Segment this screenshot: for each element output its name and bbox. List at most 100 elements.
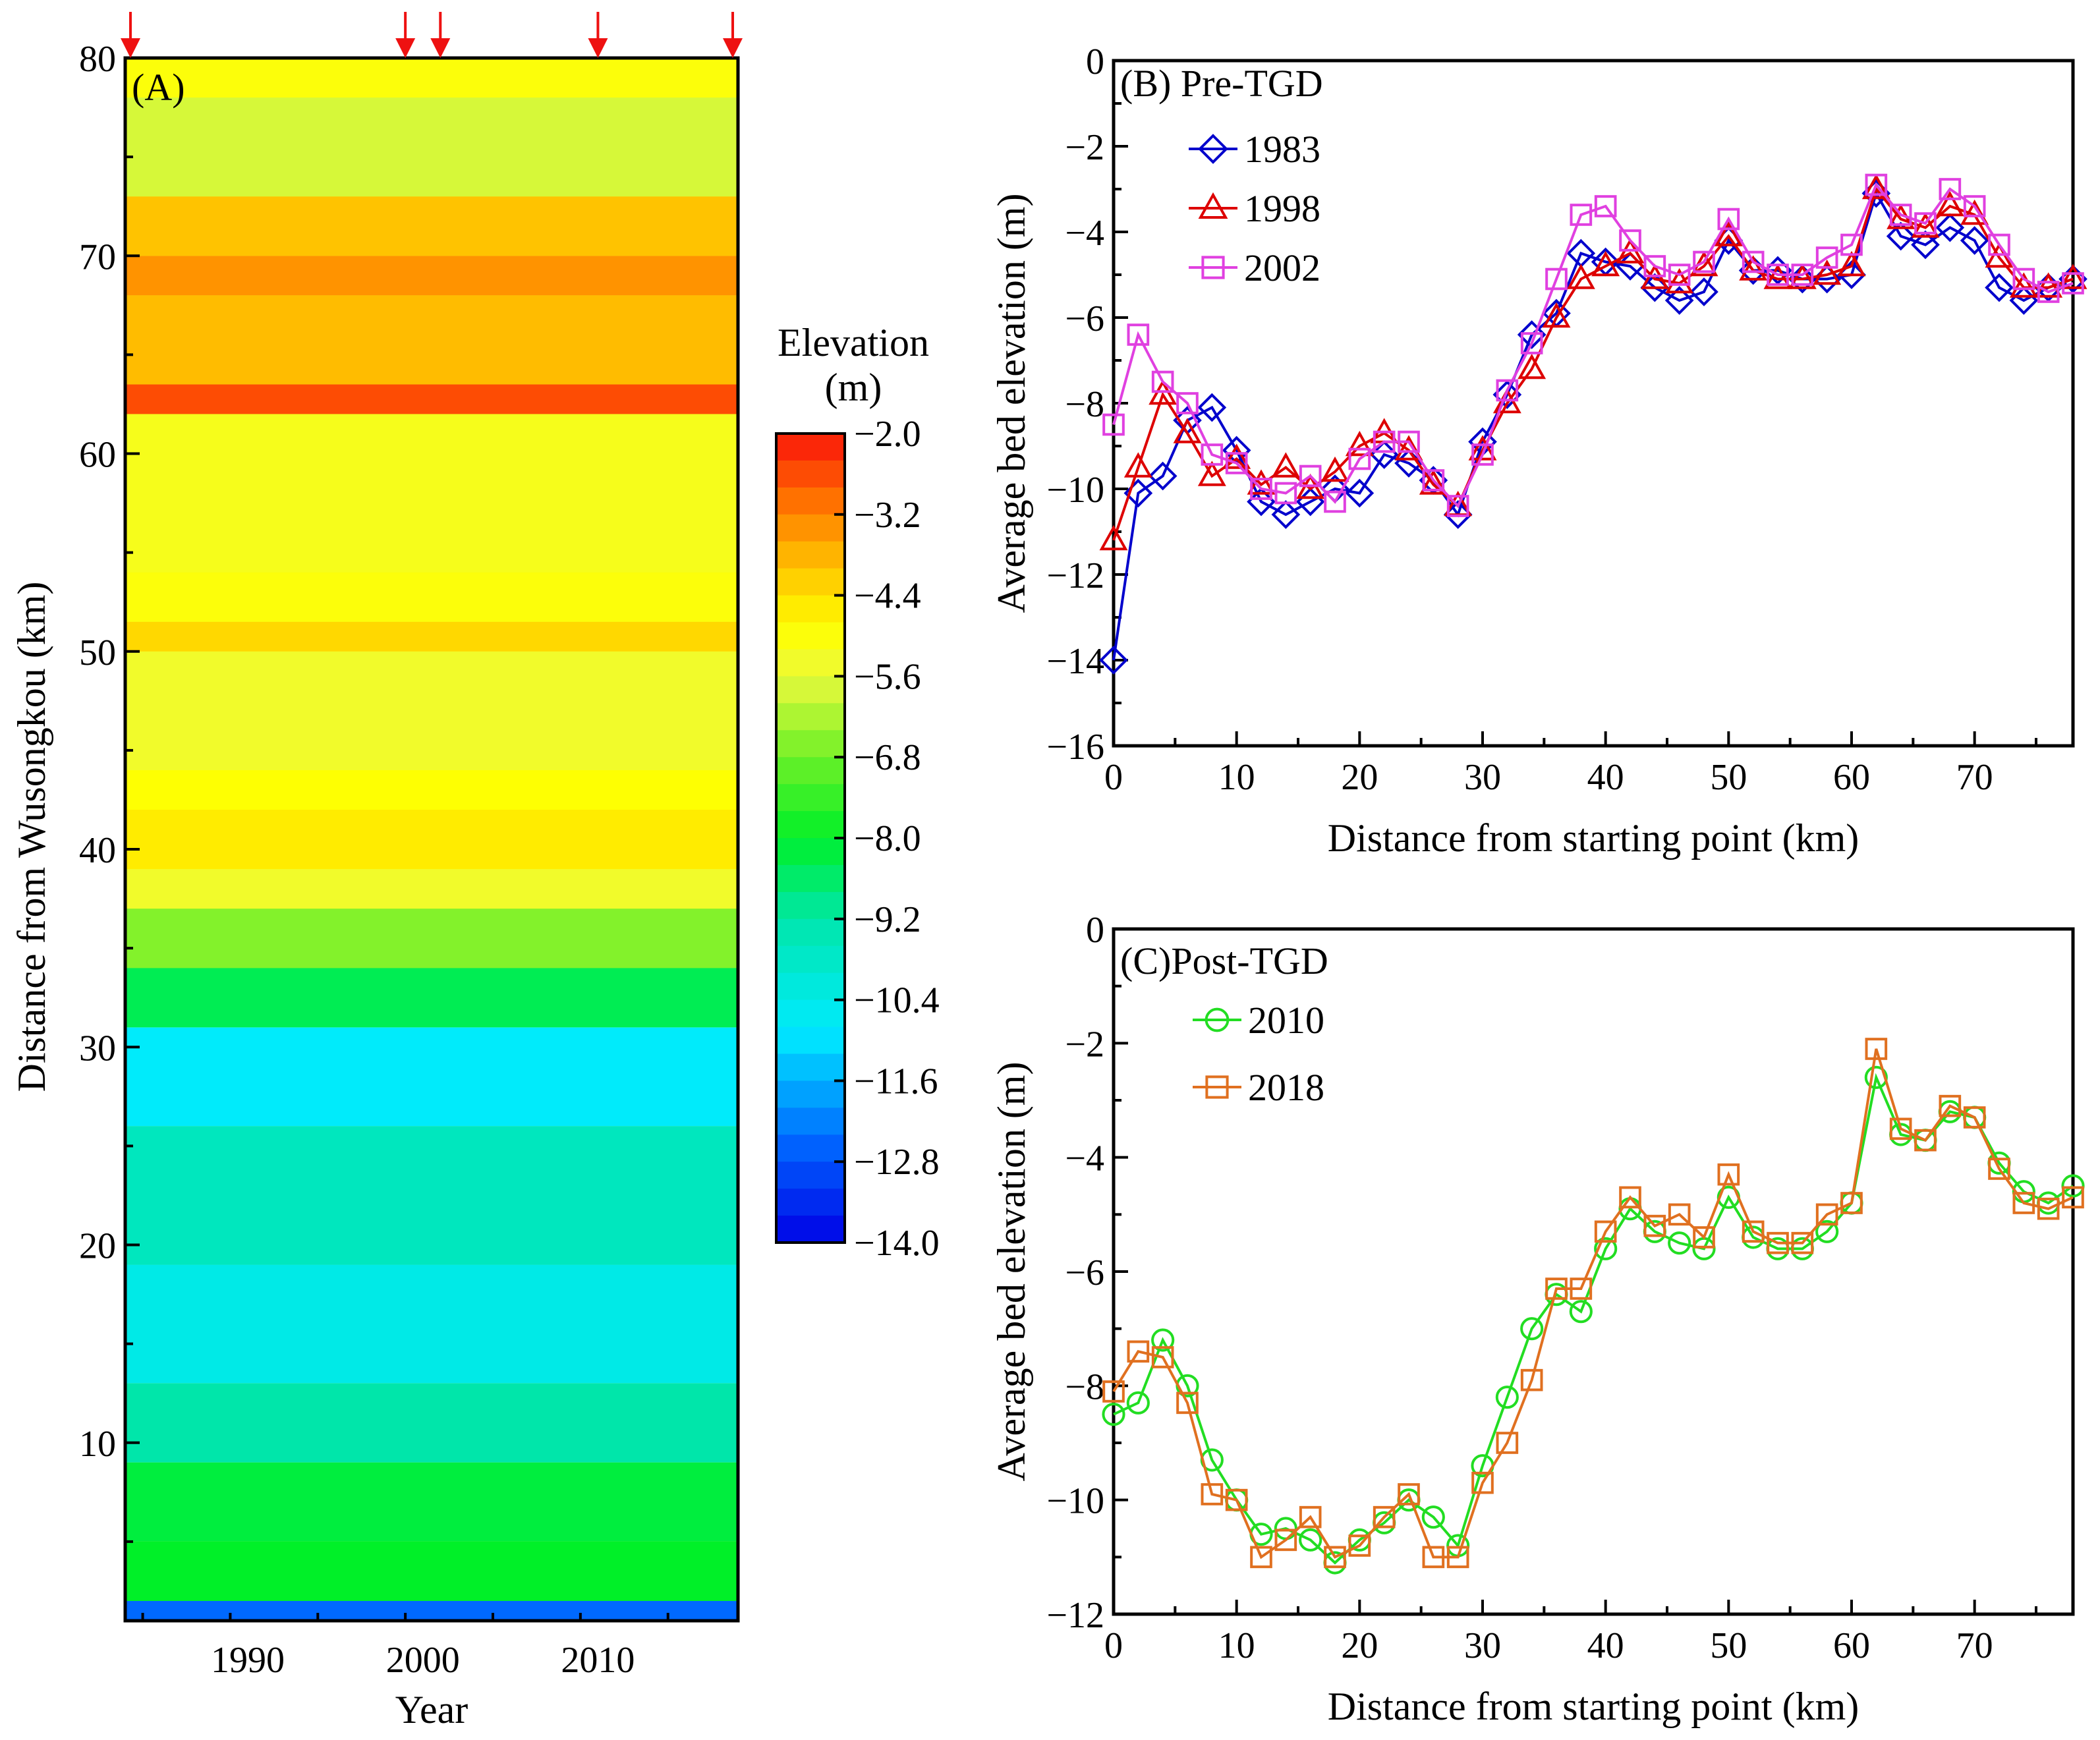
colorbar-tick-label: −12.8 (854, 1142, 940, 1183)
data-point (2034, 272, 2063, 298)
data-point (2012, 267, 2035, 291)
x-tick-label: 40 (1587, 1625, 1624, 1666)
y-tick-label: −16 (1046, 727, 1104, 768)
panel-a-ylabel: Distance from Wusongkou (km) (10, 582, 53, 1092)
heatmap-band (125, 98, 738, 197)
x-tick-label: 2010 (561, 1640, 635, 1681)
heatmap-band (125, 869, 738, 909)
data-point (1520, 1317, 1544, 1341)
data-point (1250, 1546, 1272, 1569)
data-point (1222, 443, 1251, 469)
y-tick-label: −4 (1065, 1138, 1104, 1179)
data-point (1767, 1231, 1789, 1254)
series-2018 (1102, 1038, 2084, 1569)
data-point (1717, 208, 1740, 231)
data-point (1643, 1214, 1666, 1237)
data-point (1421, 1505, 1445, 1529)
data-point (1274, 1529, 1297, 1552)
data-point (1717, 1163, 1740, 1186)
data-point (1619, 1186, 1641, 1209)
x-tick-label: 60 (1833, 757, 1870, 798)
data-point (1348, 447, 1371, 470)
data-point (1911, 212, 1940, 238)
data-point (1274, 482, 1297, 505)
data-point (1643, 255, 1666, 277)
data-point (1889, 1117, 1912, 1140)
y-tick-label: 80 (79, 39, 116, 80)
colorbar-swatch (776, 1216, 845, 1243)
data-point (1201, 443, 1224, 466)
data-point (1788, 264, 1817, 289)
y-tick-label: 50 (79, 632, 116, 673)
legend-label: 1983 (1244, 128, 1320, 171)
survey-arrow-head (121, 38, 140, 58)
survey-year-arrows (121, 12, 743, 58)
y-tick-label: 0 (1086, 910, 1104, 951)
x-tick-label: 2000 (386, 1640, 460, 1681)
data-point (1373, 430, 1396, 453)
data-point (1520, 1368, 1543, 1391)
x-tick-label: 0 (1104, 1625, 1123, 1666)
data-point (2037, 281, 2060, 303)
data-point (1988, 233, 2010, 256)
colorbar-swatch (776, 757, 845, 785)
data-point (1889, 204, 1912, 226)
panel-b-title: (B) Pre-TGD (1120, 62, 1323, 105)
data-point (1911, 230, 1940, 260)
x-tick-label: 30 (1464, 757, 1501, 798)
colorbar-swatch (776, 514, 845, 542)
series-2002 (1102, 173, 2084, 517)
legend-entry-1983: 1983 (1189, 128, 1320, 171)
data-point (1205, 1007, 1230, 1032)
data-point (1148, 461, 1178, 491)
data-point (1960, 199, 1989, 225)
colorbar-swatch (776, 811, 845, 839)
data-point (1324, 490, 1346, 513)
panel-a-xlabel: Year (395, 1688, 468, 1731)
colorbar-swatch (776, 918, 845, 947)
colorbar: Elevation (m) −2.0 −3.2 −4.4 −5.6 −6.8 −8.0 −9… (775, 321, 940, 1264)
data-point (1985, 273, 2014, 302)
x-tick-label: 0 (1104, 757, 1123, 798)
x-tick-label: 50 (1710, 757, 1747, 798)
panel-c-series (1102, 1038, 2085, 1575)
data-point (1689, 277, 1718, 306)
data-point (1988, 1158, 2010, 1180)
colorbar-swatch (776, 1053, 845, 1081)
data-point (1742, 250, 1765, 273)
x-tick-label: 10 (1218, 757, 1255, 798)
heatmap-bands (125, 58, 738, 1621)
data-point (2009, 272, 2038, 298)
data-point (1864, 1065, 1888, 1089)
colorbar-swatch (776, 487, 845, 515)
heatmap-band (125, 651, 738, 770)
data-point (1151, 370, 1174, 393)
colorbar-swatch (776, 1108, 845, 1135)
panel-c-title: (C)Post-TGD (1120, 940, 1328, 982)
data-point (1471, 1471, 1494, 1494)
heatmap-band (125, 770, 738, 810)
legend-label: 2002 (1244, 246, 1320, 289)
survey-arrow-head (588, 38, 608, 58)
data-point (1566, 264, 1595, 289)
y-tick-label: −2 (1065, 127, 1104, 168)
data-point (1197, 393, 1227, 422)
y-tick-label: −2 (1065, 1024, 1104, 1065)
colorbar-swatch (776, 864, 845, 893)
panel-a-x-ticks: 1990 2000 2010 (141, 1613, 669, 1681)
data-point (1496, 1432, 1519, 1454)
heatmap-band (125, 1126, 738, 1265)
data-point (1668, 1231, 1691, 1255)
series-line-2018 (1112, 1048, 2074, 1559)
y-tick-label: −14 (1046, 641, 1104, 682)
panel-a-title: (A) (132, 66, 185, 109)
legend-entry-2018: 2018 (1193, 1066, 1324, 1109)
data-point (1151, 1328, 1175, 1352)
data-point (1250, 478, 1272, 500)
colorbar-tick-label: −9.2 (854, 899, 921, 940)
data-point (1151, 1346, 1174, 1368)
y-tick-label: −6 (1065, 298, 1104, 339)
y-tick-label: −10 (1046, 470, 1104, 511)
legend-entry-1998: 1998 (1189, 187, 1320, 230)
data-point (1123, 452, 1152, 478)
